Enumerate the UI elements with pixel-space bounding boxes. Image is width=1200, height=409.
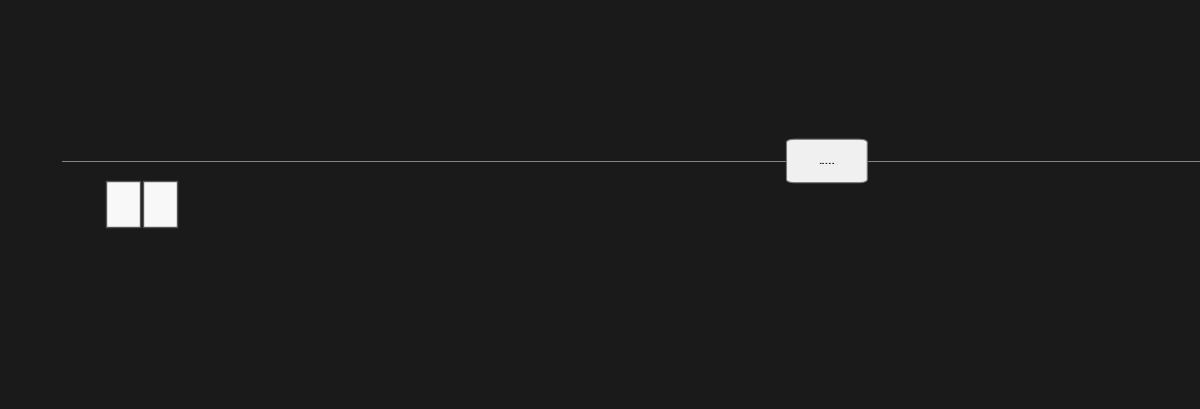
Bar bbox=[106, 182, 139, 227]
FancyBboxPatch shape bbox=[786, 140, 868, 183]
Text: (Round to one decimal place as needed.): (Round to one decimal place as needed.) bbox=[96, 243, 382, 257]
Text: c = 0.90,  ẋ = 14.4,  s = 4.0,  n = 5: c = 0.90, ẋ = 14.4, s = 4.0, n = 5 bbox=[108, 110, 391, 126]
Text: (: ( bbox=[86, 191, 97, 218]
Bar bbox=[143, 182, 178, 227]
Text: ): ) bbox=[186, 191, 197, 218]
Text: .....: ..... bbox=[818, 157, 835, 166]
Text: Construct the indicated confidence interval for the population mean μ using the : Construct the indicated confidence inter… bbox=[83, 18, 1030, 31]
